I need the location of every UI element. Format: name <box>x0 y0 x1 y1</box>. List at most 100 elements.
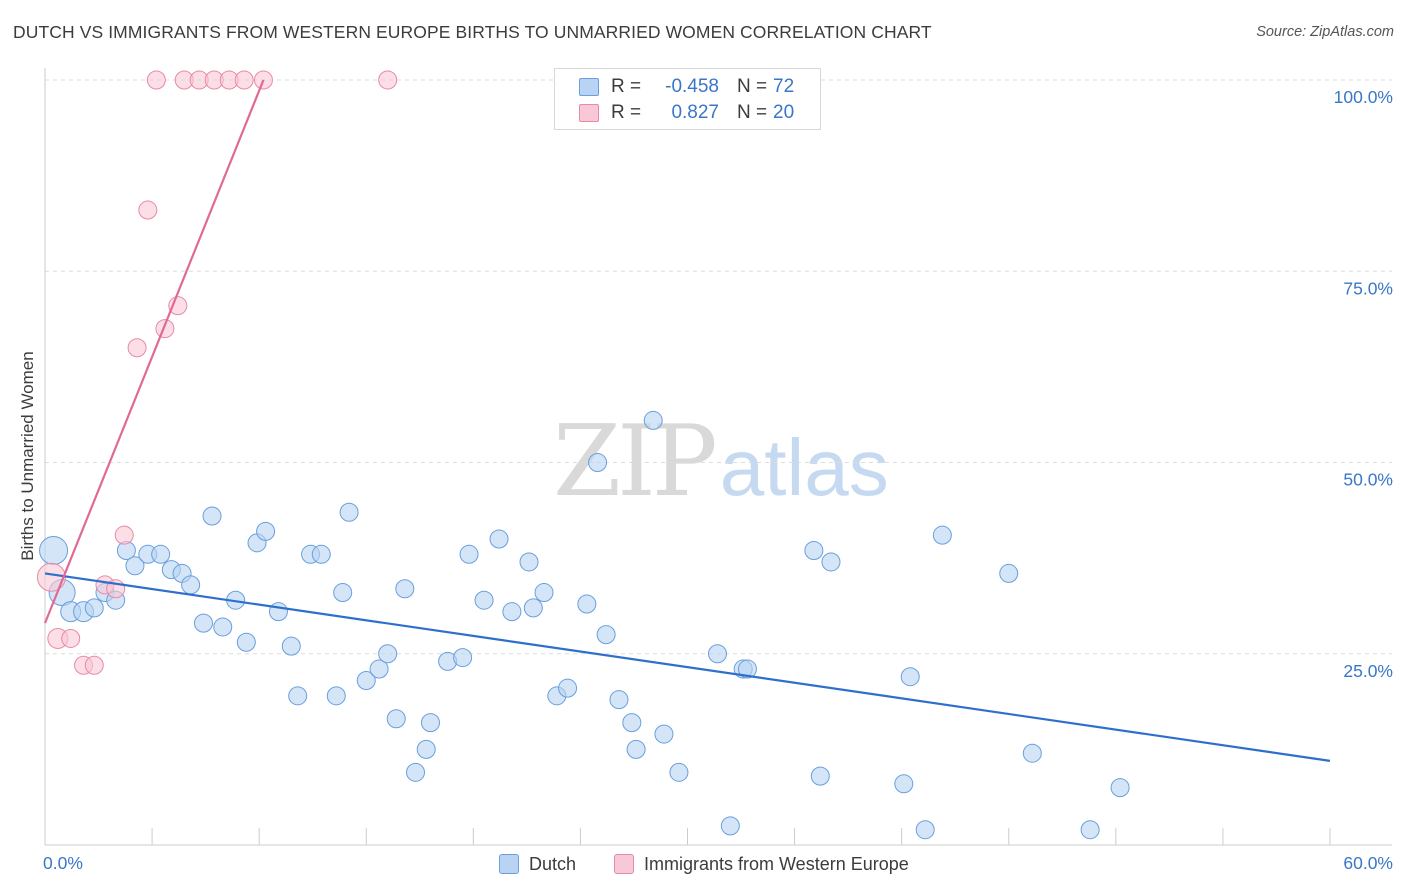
dutch-point <box>333 583 353 603</box>
dutch-point <box>523 598 543 618</box>
dutch-point <box>999 563 1019 583</box>
legend-label: Dutch <box>529 853 577 874</box>
dutch-point <box>311 544 331 564</box>
immigrant-point <box>168 296 188 316</box>
data-points <box>36 70 1130 840</box>
dutch-point <box>202 506 222 526</box>
dutch-point <box>821 552 841 572</box>
immigrant-point <box>61 628 81 648</box>
dutch-point <box>369 659 389 679</box>
dutch-point <box>39 535 69 565</box>
r-label: R = <box>611 102 642 123</box>
dutch-point <box>406 762 426 782</box>
y-tick-label: 25.0% <box>1343 661 1393 681</box>
dutch-point <box>356 671 376 691</box>
dutch-point <box>193 613 213 633</box>
dutch-point <box>669 762 689 782</box>
dutch-point <box>737 659 757 679</box>
legend-item-dutch[interactable]: Dutch <box>499 852 576 876</box>
legend-item-immigrants[interactable]: Immigrants from Western Europe <box>614 852 909 876</box>
immigrant-point <box>114 525 134 545</box>
immigrant-point <box>84 655 104 675</box>
dutch-point <box>151 544 171 564</box>
dutch-point <box>459 544 479 564</box>
axes <box>44 68 1392 846</box>
dutch-point <box>577 594 597 614</box>
chart-title: DUTCH VS IMMIGRANTS FROM WESTERN EUROPE … <box>13 22 932 42</box>
dutch-point <box>281 636 301 656</box>
dutch-point <box>720 816 740 836</box>
legend-row-dutch: R = -0.458 N = 72 <box>579 74 794 100</box>
dutch-point <box>707 644 727 664</box>
dutch-point <box>558 678 578 698</box>
dutch-point <box>288 686 308 706</box>
r-value: -0.458 <box>665 76 719 97</box>
n-value: 20 <box>773 102 795 123</box>
dutch-point <box>900 667 920 687</box>
dutch-point <box>588 453 608 472</box>
dutch-point <box>395 579 415 599</box>
y-tick-label: 100.0% <box>1334 87 1393 107</box>
x-tick-label: 0.0% <box>43 853 83 873</box>
dutch-point <box>125 556 145 576</box>
dutch-point <box>213 617 233 637</box>
r-label: R = <box>611 76 642 97</box>
dutch-point <box>474 590 494 610</box>
x-tick-label: 60.0% <box>1343 853 1393 873</box>
dutch-point <box>378 644 398 664</box>
dutch-swatch <box>499 854 519 874</box>
dutch-point <box>643 410 663 430</box>
dutch-point <box>1022 743 1042 763</box>
dutch-point <box>519 552 539 572</box>
immigrant-point <box>146 70 166 90</box>
immigrant-point <box>234 70 254 90</box>
legend-row-immigrants: R = 0.827 N = 20 <box>579 100 794 126</box>
dutch-trend-line <box>44 572 1331 762</box>
dutch-point <box>932 525 952 545</box>
dutch-point <box>810 766 830 786</box>
dutch-point <box>236 632 256 652</box>
dutch-point <box>416 739 436 759</box>
dutch-point <box>915 820 935 840</box>
dutch-point <box>626 739 646 759</box>
immigrant-point <box>138 200 158 220</box>
dutch-point <box>339 502 359 522</box>
immigrant-point <box>155 319 175 339</box>
dutch-point <box>326 686 346 706</box>
n-label: N = <box>737 76 768 97</box>
immigrants-swatch <box>579 104 599 122</box>
dutch-point <box>622 713 642 733</box>
gridlines <box>45 79 1392 655</box>
dutch-point <box>421 713 440 733</box>
immigrants-swatch <box>614 854 634 874</box>
y-tick-label: 50.0% <box>1343 470 1393 490</box>
immigrant-trend-line <box>43 79 265 624</box>
dutch-point <box>386 709 406 729</box>
legend-label: Immigrants from Western Europe <box>644 853 909 874</box>
dutch-point <box>1080 820 1100 840</box>
dutch-point <box>534 583 554 603</box>
dutch-point <box>489 529 509 549</box>
trend-lines <box>43 79 1331 762</box>
dutch-point <box>84 598 104 618</box>
r-value: 0.827 <box>671 102 719 123</box>
n-value: 72 <box>773 76 795 97</box>
immigrant-point <box>36 562 66 592</box>
stats-legend: R = -0.458 N = 72 R = 0.827 N = 20 <box>554 68 821 130</box>
dutch-point <box>268 602 288 622</box>
immigrant-point <box>127 338 147 358</box>
dutch-point <box>181 575 201 595</box>
dutch-point <box>1110 778 1130 798</box>
dutch-point <box>894 774 914 794</box>
dutch-point <box>453 648 473 668</box>
dutch-swatch <box>579 78 599 96</box>
immigrant-point <box>378 70 398 90</box>
dutch-point <box>654 724 674 744</box>
dutch-point <box>609 690 629 710</box>
source-credit: Source: ZipAtlas.com <box>1256 24 1394 40</box>
tick-labels: 25.0% 50.0% 75.0% 100.0% 0.0% 60.0% <box>43 87 1393 873</box>
dutch-point <box>596 625 616 645</box>
dutch-point <box>804 540 824 560</box>
y-tick-label: 75.0% <box>1343 278 1393 298</box>
